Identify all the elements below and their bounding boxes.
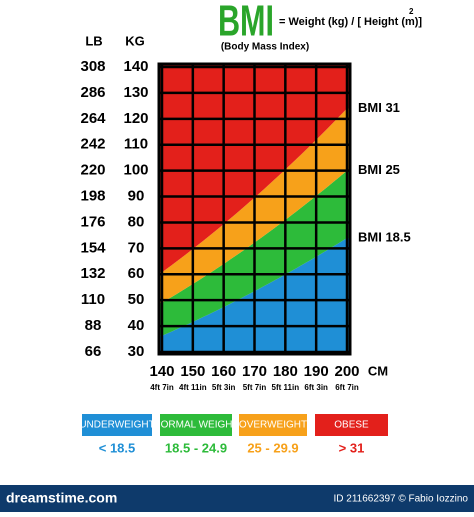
- x-sub-label: 4ft 7in: [150, 383, 174, 392]
- legend-label: NORMAL WEIGHT: [153, 420, 238, 431]
- y2-axis-label: LB: [85, 33, 102, 48]
- threshold-label: BMI 25: [358, 162, 400, 177]
- y-tick-label: 80: [128, 213, 145, 230]
- x-sub-label: 5ft 3in: [212, 383, 236, 392]
- x-tick-label: 200: [334, 363, 359, 380]
- footer-credit: ID 211662397 © Fabio Iozzino: [334, 494, 469, 505]
- subtitle: (Body Mass Index): [221, 42, 309, 53]
- legend-range: 25 - 29.9: [247, 440, 298, 455]
- legend-swatch: [160, 414, 232, 436]
- threshold-label: BMI 31: [358, 100, 400, 115]
- legend-range: > 31: [339, 440, 365, 455]
- x-axis-label: CM: [368, 363, 388, 378]
- y-tick-label: 100: [123, 162, 148, 179]
- y-axis-label: KG: [125, 33, 145, 48]
- y2-tick-label: 176: [80, 213, 105, 230]
- y-tick-label: 110: [124, 136, 148, 153]
- y2-tick-label: 110: [81, 291, 105, 308]
- y-tick-label: 70: [128, 239, 145, 256]
- y-tick-label: 90: [128, 188, 145, 205]
- y2-tick-label: 132: [80, 265, 105, 282]
- y2-tick-label: 308: [80, 58, 105, 75]
- formula-exponent: 2: [409, 7, 414, 16]
- footer-brand: dreamstime.com: [6, 490, 117, 506]
- y2-tick-label: 66: [85, 343, 102, 360]
- y2-tick-label: 198: [80, 188, 105, 205]
- legend-swatch: [82, 414, 152, 436]
- plot-border: [157, 62, 352, 356]
- x-sub-label: 5ft 7in: [243, 383, 267, 392]
- y-tick-label: 30: [128, 343, 145, 360]
- x-sub-label: 4ft 11in: [179, 383, 207, 392]
- x-sub-label: 5ft 11in: [272, 383, 300, 392]
- legend-swatch: [239, 414, 307, 436]
- y2-tick-label: 154: [80, 239, 106, 256]
- y2-tick-label: 220: [80, 162, 105, 179]
- x-sub-label: 6ft 7in: [335, 383, 359, 392]
- y-tick-label: 50: [128, 291, 145, 308]
- legend-range: < 18.5: [99, 440, 136, 455]
- legend-label: OVERWEIGHT: [239, 420, 307, 431]
- y-tick-label: 40: [128, 317, 145, 334]
- y2-tick-label: 242: [80, 136, 105, 153]
- x-sub-label: 6ft 3in: [304, 383, 328, 392]
- legend-label: OBESE: [334, 420, 369, 431]
- x-tick-label: 160: [211, 363, 236, 380]
- y-tick-label: 60: [128, 265, 145, 282]
- legend-range: 18.5 - 24.9: [165, 440, 227, 455]
- y2-tick-label: 286: [80, 84, 105, 101]
- y2-tick-label: 264: [80, 110, 106, 127]
- x-tick-label: 150: [180, 363, 205, 380]
- threshold-label: BMI 18.5: [358, 229, 411, 244]
- chart-title: BMI: [218, 0, 274, 46]
- x-tick-label: 140: [149, 363, 174, 380]
- y-tick-label: 120: [123, 110, 148, 127]
- x-tick-label: 170: [242, 363, 267, 380]
- x-tick-label: 190: [304, 363, 329, 380]
- formula: = Weight (kg) / [ Height (m)]: [279, 16, 422, 28]
- y-tick-label: 140: [123, 58, 148, 75]
- legend-label: UNDERWEIGHT: [79, 420, 154, 431]
- y-tick-label: 130: [123, 84, 148, 101]
- y2-tick-label: 88: [85, 317, 102, 334]
- legend-swatch: [315, 414, 388, 436]
- x-tick-label: 180: [273, 363, 298, 380]
- footer-bar: [0, 485, 474, 512]
